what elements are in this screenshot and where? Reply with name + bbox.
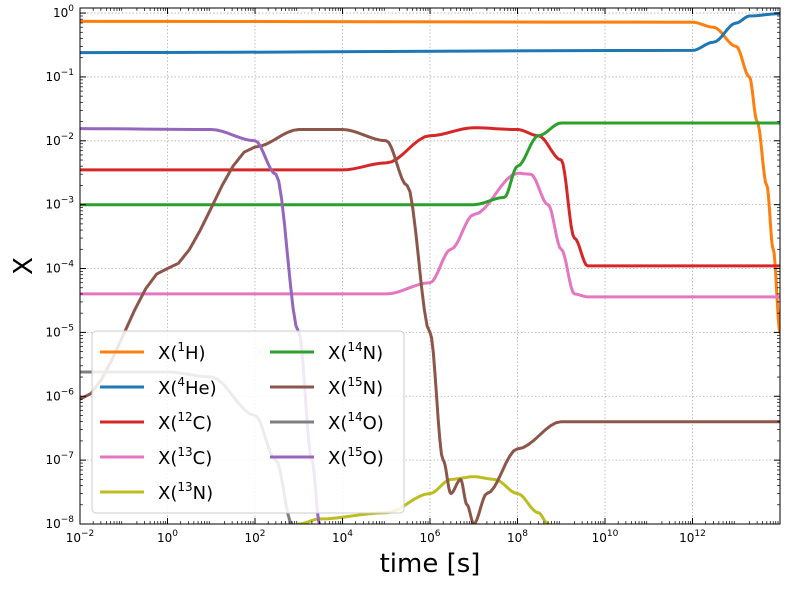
- x-tick-label: 106: [419, 529, 440, 545]
- series-line-X(4He): [80, 12, 780, 55]
- y-tick-label: 10−7: [45, 451, 74, 467]
- legend-label: X(13C): [158, 445, 212, 469]
- series-line-X(1H): [80, 19, 780, 334]
- x-axis-title: time [s]: [380, 549, 481, 579]
- legend-label: X(13N): [158, 480, 213, 504]
- x-tick-label: 100: [157, 529, 178, 545]
- series-line-X(13N): [297, 475, 550, 524]
- y-tick-label: 10−6: [45, 387, 74, 403]
- x-tick-label: 108: [507, 529, 528, 545]
- legend-label: X(12C): [158, 410, 212, 434]
- y-tick-label: 100: [53, 4, 74, 20]
- series-line-X(12C): [80, 126, 780, 268]
- legend-label: X(15O): [328, 445, 384, 469]
- y-axis-title: X: [9, 257, 39, 275]
- x-tick-label: 102: [244, 529, 265, 545]
- legend-label: X(14N): [328, 340, 383, 364]
- legend-label: X(4He): [158, 375, 217, 399]
- series-line-X(13C): [80, 171, 780, 299]
- legend-box: [91, 330, 405, 514]
- legend-label: X(14O): [328, 410, 384, 434]
- series-line-X(14N): [80, 121, 780, 207]
- y-tick-label: 10−1: [45, 68, 74, 84]
- y-tick-label: 10−3: [45, 196, 74, 212]
- series-line-X(15N): [80, 128, 780, 524]
- y-tick-label: 10−5: [45, 323, 74, 339]
- x-tick-label: 1012: [679, 529, 706, 545]
- x-tick-label: 104: [332, 529, 353, 545]
- y-tick-label: 10−4: [45, 260, 74, 276]
- y-tick-label: 10−8: [45, 515, 74, 531]
- x-tick-label: 10−2: [66, 529, 95, 545]
- legend-label: X(15N): [328, 375, 383, 399]
- y-tick-label: 10−2: [45, 132, 74, 148]
- x-tick-label: 1010: [592, 529, 619, 545]
- legend-label: X(1H): [158, 340, 206, 364]
- legend: X(1H) X(4He) X(12C) X(13C) X(13N) X(14N) X(15N…: [91, 330, 405, 514]
- axis-ticks: 10−2 100 102 104 106 108 1010 1012 10−8 10−7 10−6 1…: [45, 4, 780, 545]
